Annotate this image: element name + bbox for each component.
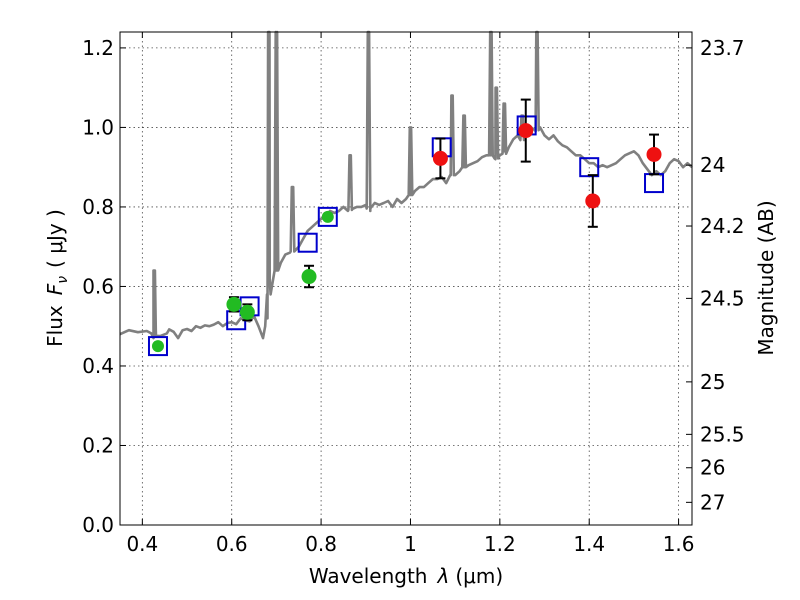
y2-tick-label: 24.5	[700, 286, 745, 310]
red-data-point	[432, 150, 448, 166]
svg-text:Magnitude (AB): Magnitude (AB)	[754, 200, 778, 355]
x-tick-label: 1	[404, 532, 417, 556]
y-axis-label: FluxFν( μJy )	[43, 209, 71, 347]
y2-tick-label: 23.7	[700, 36, 745, 60]
y2-tick-label: 26	[700, 456, 725, 480]
svg-text:FluxFν( μJy ): FluxFν( μJy )	[43, 209, 71, 347]
y2-tick-label: 24.2	[700, 214, 745, 238]
y2-axis-label: Magnitude (AB)	[754, 200, 778, 355]
red-data-point	[585, 193, 601, 209]
y-tick-label: 1.0	[82, 115, 114, 139]
model-square	[297, 232, 318, 253]
grid	[120, 32, 692, 526]
y2-tick-label: 25.5	[700, 422, 745, 446]
red-data-point	[518, 123, 534, 139]
y-tick-label: 0.6	[82, 274, 114, 298]
x-tick-label: 0.6	[216, 532, 248, 556]
red-data-point	[646, 146, 662, 162]
y2-tick-label: 24	[700, 153, 725, 177]
plot-frame	[119, 31, 693, 526]
green-data-point	[239, 304, 255, 320]
green-data-point	[301, 269, 317, 285]
spectrum-line	[119, 30, 693, 340]
ticks-layer: 0.4 0.6 0.8 1 1.2 1.4 1.6 0.0 0.2 0.4 0.6 0.8 1.0 1.2…	[82, 32, 745, 556]
y-tick-label: 0.8	[82, 195, 114, 219]
model-square	[579, 157, 600, 178]
green-data-point	[226, 296, 242, 312]
green-data-point	[151, 340, 164, 353]
model-square	[644, 173, 665, 194]
x-tick-label: 1.6	[663, 532, 695, 556]
y-tick-label: 0.2	[82, 433, 114, 457]
x-tick-label: 0.4	[126, 532, 158, 556]
green-data-point	[321, 210, 334, 223]
points-layer	[147, 98, 665, 357]
y-tick-label: 0.4	[82, 354, 114, 378]
y2-tick-label: 25	[700, 370, 725, 394]
x-tick-label: 1.2	[484, 532, 516, 556]
x-tick-label: 1.4	[573, 532, 605, 556]
model-square	[147, 336, 168, 357]
y-tick-label: 1.2	[82, 36, 114, 60]
y-tick-label: 0.0	[82, 513, 114, 537]
spectrum-layer	[119, 30, 693, 340]
x-axis-label: Wavelength λ (μm)	[309, 564, 503, 588]
y2-tick-label: 27	[700, 490, 725, 514]
x-tick-label: 0.8	[305, 532, 337, 556]
model-square	[317, 206, 338, 227]
